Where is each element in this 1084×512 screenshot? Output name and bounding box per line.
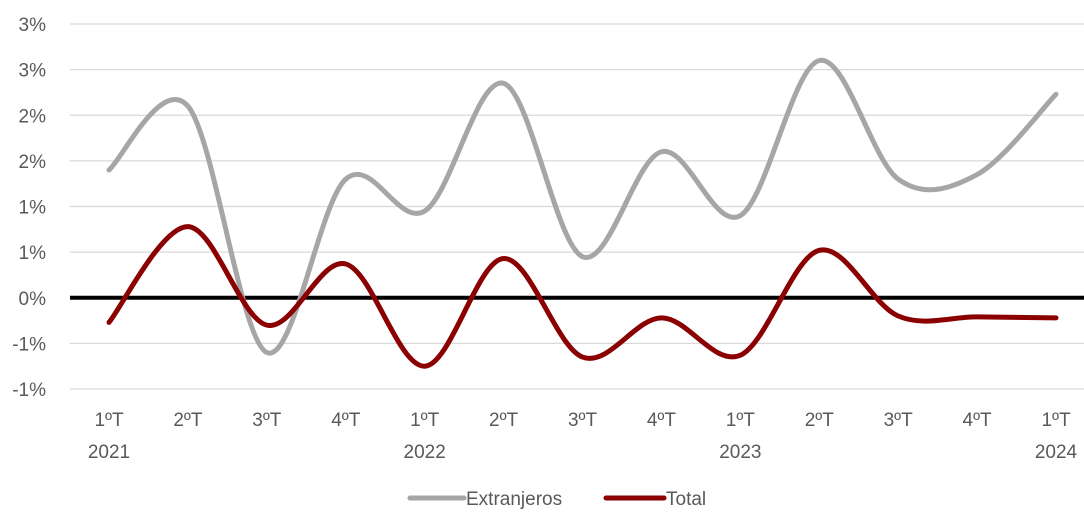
x-tick-label: 3ºT <box>884 410 914 431</box>
y-tick-label: 3% <box>19 61 47 82</box>
x-tick-label: 4ºT <box>647 410 677 431</box>
x-tick-year-label: 2023 <box>719 442 761 463</box>
x-tick-label: 2ºT <box>173 410 203 431</box>
x-tick-year-label: 2022 <box>404 442 446 463</box>
y-tick-label: -1% <box>12 380 46 401</box>
x-tick-label: 2ºT <box>805 410 835 431</box>
y-tick-label: -1% <box>12 334 46 355</box>
x-tick-label: 1ºT <box>726 410 756 431</box>
x-tick-label: 3ºT <box>568 410 598 431</box>
x-tick-label: 1ºT <box>410 410 440 431</box>
series-line-total <box>106 224 1059 369</box>
x-tick-year-label: 2024 <box>1035 442 1078 463</box>
y-tick-label: 1% <box>19 243 47 264</box>
x-tick-label: 2ºT <box>489 410 519 431</box>
series-lines <box>106 57 1059 369</box>
x-tick-year-label: 2021 <box>88 442 130 463</box>
y-tick-label: 3% <box>19 15 47 36</box>
x-tick-label: 3ºT <box>252 410 282 431</box>
y-tick-label: 0% <box>19 289 47 310</box>
legend-label-extranjeros: Extranjeros <box>466 489 562 510</box>
y-axis-tick-labels: -1% -1% 0% 1% 1% 2% 2% 3% 3% <box>12 15 46 401</box>
legend-label-total: Total <box>666 489 706 510</box>
x-tick-label: 4ºT <box>331 410 361 431</box>
x-axis-tick-labels: 1ºT 2021 2ºT 3ºT 4ºT 1ºT 2022 2ºT 3ºT 4ºT 1ºT 2023 2… <box>88 410 1078 463</box>
x-tick-label: 4ºT <box>963 410 993 431</box>
x-tick-label: 1ºT <box>1041 410 1071 431</box>
y-tick-label: 1% <box>19 198 47 219</box>
y-tick-label: 2% <box>19 152 47 173</box>
series-line-extranjeros <box>106 57 1059 356</box>
legend: Extranjeros Total <box>407 489 706 510</box>
y-tick-label: 2% <box>19 106 47 127</box>
x-tick-label: 1ºT <box>94 410 124 431</box>
